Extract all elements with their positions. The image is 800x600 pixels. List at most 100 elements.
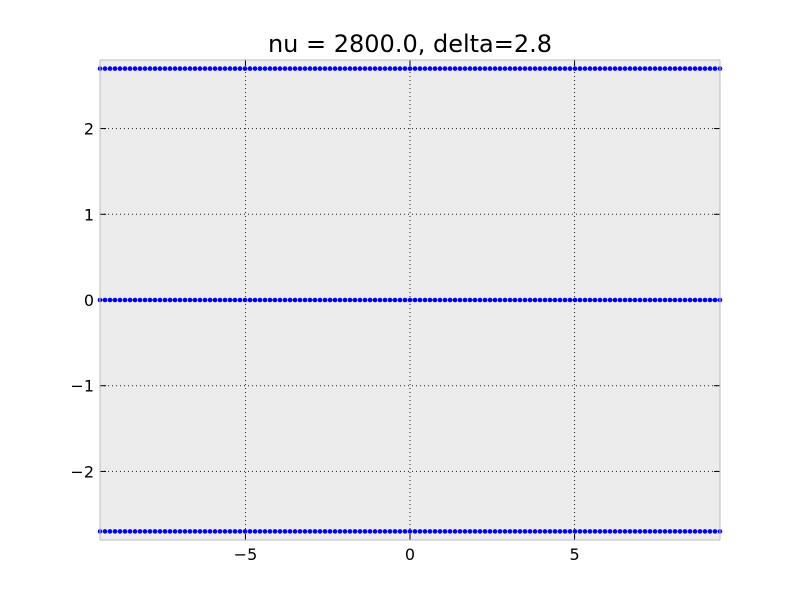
data-point <box>367 66 373 71</box>
data-point <box>257 66 263 71</box>
data-point <box>122 529 128 534</box>
data-point <box>232 529 238 534</box>
data-point <box>222 66 228 71</box>
data-point <box>582 66 588 71</box>
data-point <box>437 66 443 71</box>
data-point <box>292 66 298 71</box>
data-point <box>702 529 708 534</box>
data-point <box>337 297 343 303</box>
data-point <box>262 66 268 71</box>
data-point <box>252 297 258 303</box>
data-point <box>122 66 128 71</box>
x-tick-label: 0 <box>405 545 415 564</box>
data-point <box>667 529 673 534</box>
data-point <box>352 297 358 303</box>
data-point <box>327 297 333 303</box>
data-point <box>187 66 193 71</box>
data-point <box>317 529 323 534</box>
data-point <box>387 297 393 303</box>
data-point <box>282 297 288 303</box>
data-point <box>637 529 643 534</box>
data-point <box>322 529 328 534</box>
data-point <box>477 529 483 534</box>
data-point <box>377 297 383 303</box>
data-point <box>352 66 358 71</box>
data-point <box>342 66 348 71</box>
data-point <box>347 297 353 303</box>
data-point <box>272 529 278 534</box>
data-point <box>607 66 613 71</box>
data-point <box>427 297 433 303</box>
data-point <box>637 66 643 71</box>
data-point <box>107 66 113 71</box>
data-point <box>362 529 368 534</box>
data-point <box>692 297 698 303</box>
data-point <box>237 66 243 71</box>
data-point <box>457 66 463 71</box>
data-point <box>437 297 443 303</box>
data-point <box>437 529 443 534</box>
data-point <box>527 529 533 534</box>
data-point <box>197 66 203 71</box>
data-point <box>407 297 413 303</box>
y-tick-label: −2 <box>70 462 94 481</box>
data-point <box>572 66 578 71</box>
data-point <box>232 66 238 71</box>
data-point <box>117 297 123 303</box>
data-point <box>267 66 273 71</box>
data-point <box>307 66 313 71</box>
data-point <box>287 297 293 303</box>
data-point <box>577 66 583 71</box>
data-point <box>132 66 138 71</box>
data-point <box>147 66 153 71</box>
data-point <box>552 297 558 303</box>
data-point <box>207 297 213 303</box>
data-point <box>492 66 498 71</box>
data-point <box>617 66 623 71</box>
data-point <box>557 297 563 303</box>
data-point <box>627 529 633 534</box>
data-point <box>332 529 338 534</box>
data-point <box>317 66 323 71</box>
data-point <box>162 297 168 303</box>
data-point <box>607 297 613 303</box>
data-point <box>612 66 618 71</box>
data-point <box>382 529 388 534</box>
data-point <box>657 66 663 71</box>
data-point <box>267 297 273 303</box>
data-point <box>282 529 288 534</box>
data-point <box>597 66 603 71</box>
data-point <box>152 529 158 534</box>
data-point <box>447 529 453 534</box>
data-point <box>512 66 518 71</box>
data-point <box>612 529 618 534</box>
data-point <box>132 529 138 534</box>
data-point <box>247 529 253 534</box>
data-point <box>592 297 598 303</box>
data-point <box>552 66 558 71</box>
data-point <box>572 529 578 534</box>
data-point <box>487 297 493 303</box>
data-point <box>372 297 378 303</box>
data-point <box>652 297 658 303</box>
data-point <box>187 529 193 534</box>
data-point <box>442 297 448 303</box>
data-point <box>647 297 653 303</box>
data-point <box>387 529 393 534</box>
data-point <box>467 529 473 534</box>
data-point <box>327 66 333 71</box>
data-point <box>527 297 533 303</box>
data-point <box>697 66 703 71</box>
data-point <box>632 529 638 534</box>
data-point <box>217 66 223 71</box>
data-point <box>202 297 208 303</box>
data-point <box>542 66 548 71</box>
data-point <box>192 529 198 534</box>
data-point <box>457 297 463 303</box>
data-point <box>642 297 648 303</box>
data-point <box>147 529 153 534</box>
data-point <box>297 529 303 534</box>
data-point <box>412 66 418 71</box>
data-point <box>367 529 373 534</box>
data-point <box>402 297 408 303</box>
